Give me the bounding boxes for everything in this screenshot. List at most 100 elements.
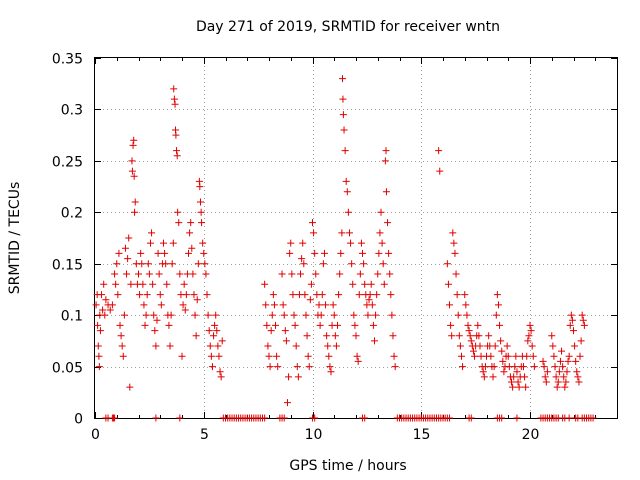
y-tick-label: 0.25: [52, 155, 83, 171]
data-point: [572, 357, 580, 365]
data-point: [148, 229, 156, 237]
data-point: [266, 363, 274, 371]
data-point: [389, 332, 397, 340]
data-point: [465, 327, 473, 335]
data-point: [390, 352, 398, 360]
chart-title: Day 271 of 2019, SRMTID for receiver wnt…: [196, 19, 500, 35]
data-point: [199, 239, 207, 247]
data-point: [191, 311, 199, 319]
data-point: [353, 352, 361, 360]
data-point: [350, 311, 358, 319]
data-point: [514, 378, 522, 386]
data-point: [201, 260, 209, 268]
data-point: [128, 167, 136, 175]
data-point: [315, 301, 323, 309]
data-point: [498, 414, 506, 422]
data-point: [165, 321, 173, 329]
data-point: [361, 414, 369, 422]
data-point: [288, 270, 296, 278]
data-point: [519, 363, 527, 371]
data-point: [327, 368, 335, 376]
data-point: [130, 136, 138, 144]
data-point: [563, 368, 571, 376]
data-point: [549, 342, 557, 350]
data-point: [446, 301, 454, 309]
data-point: [280, 311, 288, 319]
data-point: [339, 111, 347, 119]
data-point: [461, 291, 469, 299]
data-point: [113, 260, 121, 268]
data-point: [374, 270, 382, 278]
data-point: [365, 296, 373, 304]
data-point: [291, 321, 299, 329]
data-point: [525, 332, 533, 340]
data-point: [129, 141, 137, 149]
data-point: [511, 363, 519, 371]
x-tick-labels: 0 5 10 15 20: [91, 427, 539, 443]
x-tick-label: 15: [413, 427, 431, 443]
data-point: [218, 337, 226, 345]
data-point: [359, 249, 367, 257]
data-point: [160, 239, 168, 247]
data-point: [379, 260, 387, 268]
data-point: [469, 347, 477, 355]
data-point: [548, 332, 556, 340]
data-point: [309, 219, 316, 227]
data-point: [170, 95, 178, 103]
data-point: [377, 208, 385, 216]
data-point: [293, 363, 301, 371]
data-point: [382, 188, 390, 196]
data-point: [152, 342, 160, 350]
data-point: [272, 321, 280, 329]
data-point: [475, 332, 483, 340]
data-point: [543, 368, 551, 376]
data-point: [444, 280, 452, 288]
data-point: [289, 291, 297, 299]
data-point: [476, 342, 484, 350]
data-point: [515, 383, 523, 391]
x-tick-label: 5: [200, 427, 209, 443]
x-tick-label: 20: [522, 427, 540, 443]
data-point: [131, 198, 139, 206]
data-point: [509, 383, 517, 391]
y-tick-label: 0.3: [61, 103, 83, 119]
data-point: [155, 270, 163, 278]
data-point: [326, 363, 334, 371]
data-point: [100, 280, 108, 288]
data-point: [542, 378, 550, 386]
data-point: [301, 291, 309, 299]
data-point: [319, 260, 327, 268]
data-point: [335, 291, 343, 299]
data-point: [500, 368, 508, 376]
data-point: [212, 311, 220, 319]
data-point: [380, 280, 388, 288]
data-point: [274, 363, 282, 371]
data-point: [352, 332, 360, 340]
y-axis-label: SRMTID / TECUs: [7, 182, 23, 295]
data-point: [337, 249, 345, 257]
data-point: [161, 249, 169, 257]
data-point: [492, 311, 500, 319]
data-point: [115, 249, 123, 257]
data-point: [92, 301, 100, 309]
data-point: [449, 229, 457, 237]
data-point: [217, 373, 225, 381]
data-point: [376, 229, 384, 237]
data-point: [524, 337, 532, 345]
data-point: [169, 239, 177, 247]
data-point: [456, 342, 464, 350]
data-point: [306, 296, 314, 304]
data-point: [312, 270, 320, 278]
data-point: [152, 414, 160, 422]
data-point: [348, 260, 356, 268]
data-point: [360, 260, 368, 268]
data-point: [351, 321, 359, 329]
data-point: [98, 291, 106, 299]
y-tick-label: 0: [74, 412, 83, 428]
data-point: [170, 85, 178, 93]
data-point: [204, 311, 212, 319]
data-point: [280, 414, 288, 422]
data-point: [141, 321, 149, 329]
data-point: [512, 352, 520, 360]
